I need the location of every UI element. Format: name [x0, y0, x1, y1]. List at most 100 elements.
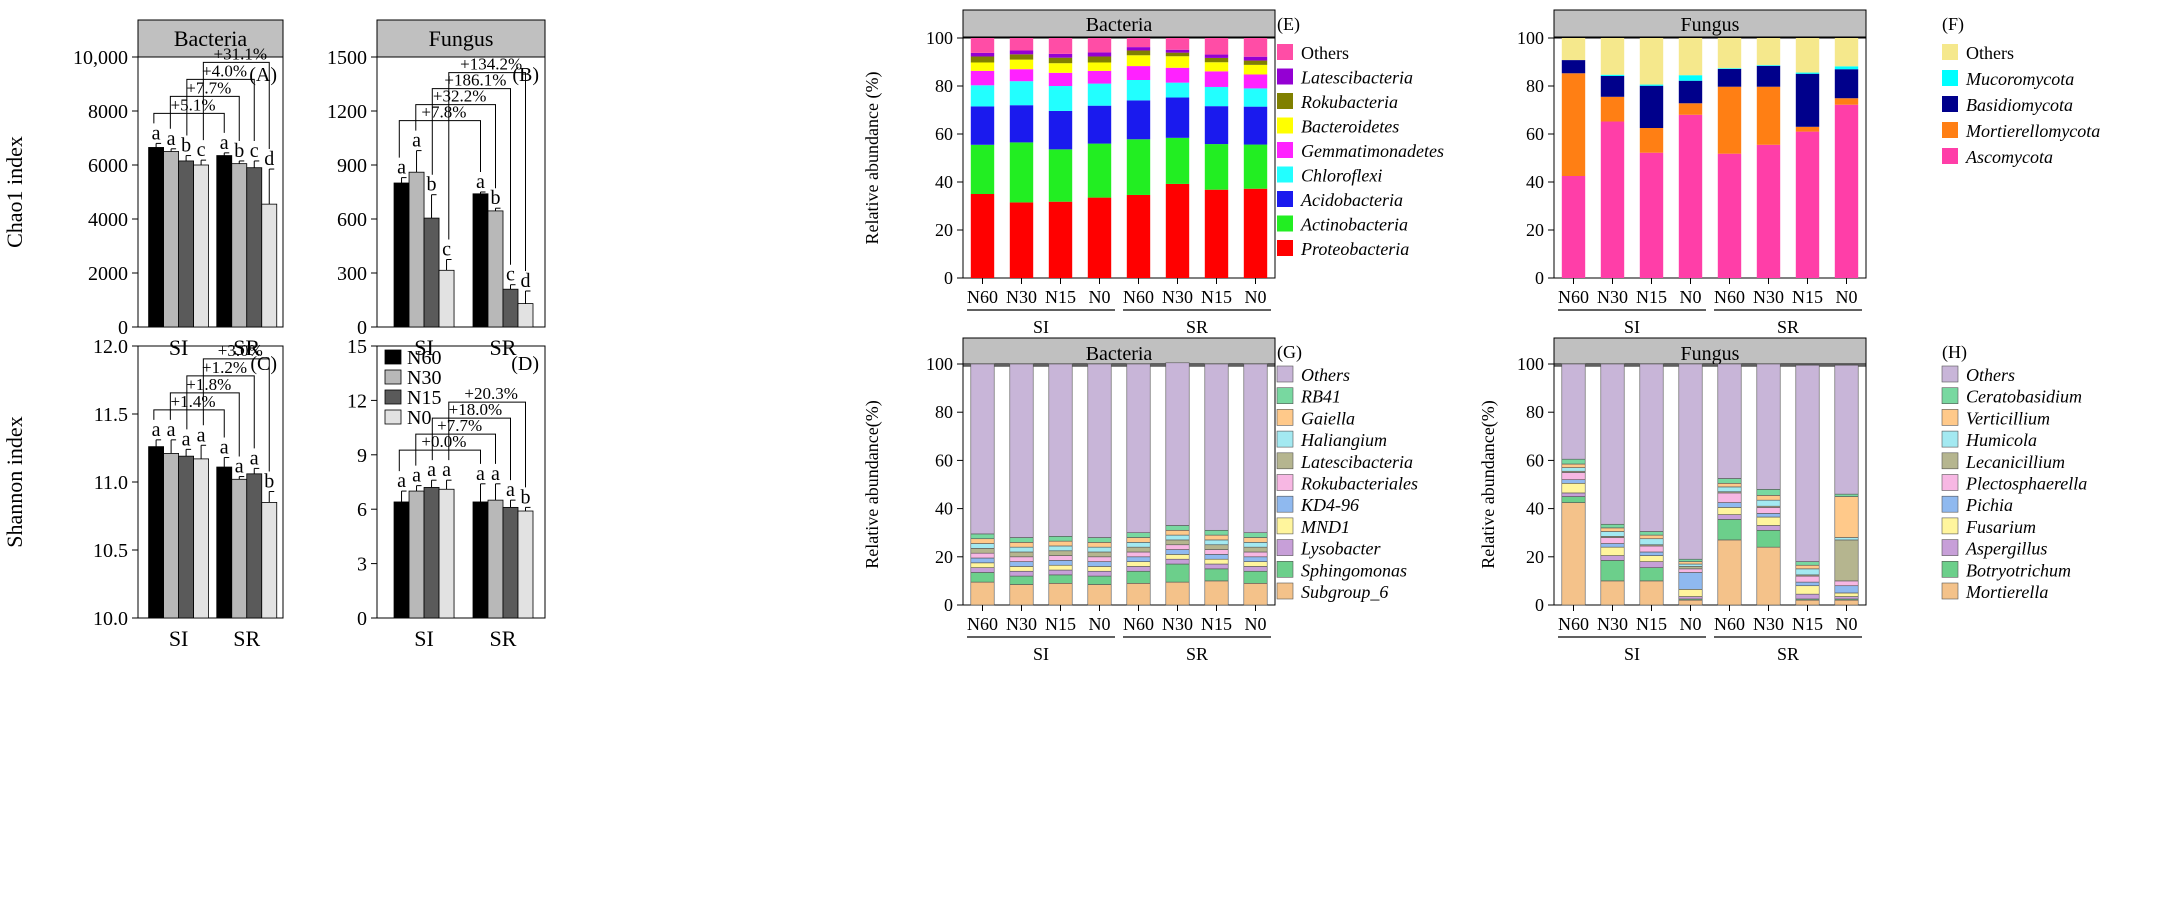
stack-segment-sphingomonas — [1009, 575, 1034, 585]
stack-segment-mortierellomycota — [1756, 86, 1781, 145]
group-label: SI — [169, 335, 189, 360]
significance-letter: a — [167, 419, 176, 441]
significance-letter: a — [250, 447, 259, 469]
stack-segment-mucoromycota — [1717, 68, 1742, 69]
bar-n60-si — [393, 501, 410, 619]
stack-segment-mortierellomycota — [1600, 96, 1625, 122]
bar-n60-si — [148, 147, 165, 328]
stack-segment-others — [1717, 363, 1742, 479]
significance-letter: a — [442, 459, 451, 481]
stack-segment-haliangium — [1009, 546, 1034, 553]
bar-n30-si — [408, 171, 425, 328]
comparison-label: +4.0% — [202, 61, 247, 80]
stack-segment-verticillium — [1639, 534, 1664, 540]
stack-segment-gaiella — [1087, 542, 1112, 548]
stack-segment-basidiomycota — [1600, 75, 1625, 97]
stack-segment-plectosphaerella — [1717, 492, 1742, 503]
comparison-label: +134.2% — [460, 55, 522, 74]
stack-segment-verticillium — [1717, 482, 1742, 488]
panel-title: Bacteria — [174, 26, 248, 51]
stack-segment-chloroflexi — [1009, 81, 1034, 106]
stack-segment-rb41 — [970, 533, 995, 540]
stack-segment-others — [1561, 363, 1586, 460]
y-tick-label: 6 — [357, 499, 367, 521]
group-label: SR — [233, 626, 260, 651]
comparison-bracket — [431, 417, 511, 481]
stack-segment-verticillium — [1795, 564, 1820, 570]
stack-segment-latescibacteria — [970, 548, 995, 554]
y-tick-label: 100 — [1517, 354, 1544, 374]
stack-segment-rokubacteria — [1243, 60, 1268, 65]
stack-segment-fusarium — [1678, 589, 1703, 597]
stack-segment-others — [1165, 362, 1190, 526]
stack-segment-actinobacteria — [1126, 139, 1151, 195]
legend-label: Basidiomycota — [1966, 95, 2073, 115]
legend-swatch — [1277, 142, 1293, 158]
stack-segment-others — [1087, 363, 1112, 538]
significance-letter: a — [397, 157, 406, 179]
stack-segment-others — [1165, 38, 1190, 50]
y-tick-label: 900 — [337, 155, 367, 177]
plot-frame — [962, 363, 1276, 606]
bar-n0-si — [438, 269, 455, 328]
stack-segment-pichia — [1678, 572, 1703, 590]
panel-label: (F) — [1942, 14, 1964, 35]
comparison-label: +5.1% — [171, 95, 216, 114]
comparison-label: +1.2% — [202, 358, 247, 377]
stack-segment-lysobacter — [1165, 558, 1190, 565]
legend-swatch — [1276, 365, 1294, 383]
x-tick-label: N30 — [1753, 614, 1784, 634]
legend-label: Actinobacteria — [1300, 215, 1408, 235]
stack-segment-chloroflexi — [1243, 88, 1268, 107]
stack-segment-gemmatimonadetes — [1087, 70, 1112, 84]
bar-n30-si — [408, 490, 425, 619]
stack-segment-gaiella — [1009, 542, 1034, 548]
stack-segment-ascomycota — [1561, 176, 1586, 278]
comparison-label: +31.1% — [214, 44, 268, 63]
legend-swatch — [1277, 191, 1293, 207]
legend-label: Sphingomonas — [1301, 560, 1407, 580]
stack-segment-botryotrichum — [1561, 496, 1586, 503]
stack-segment-ascomycota — [1717, 153, 1742, 278]
stack-segment-haliangium — [1165, 534, 1190, 541]
stack-segment-kd4-96 — [1243, 556, 1268, 562]
stack-segment-gemmatimonadetes — [1048, 72, 1073, 86]
stack-segment-subgroup-6 — [1165, 581, 1190, 606]
comparison-bracket — [153, 409, 225, 438]
y-tick-label: 100 — [926, 354, 953, 374]
x-tick-label: N0 — [1089, 287, 1111, 307]
legend-swatch — [1942, 122, 1958, 138]
group-label: SR — [233, 335, 260, 360]
y-tick-label: 40 — [935, 499, 953, 519]
stack-segment-humicola — [1639, 538, 1664, 546]
x-tick-label: N15 — [1792, 287, 1823, 307]
panel-f: Fungus 0 20 40 60 80 100 N60 N30 N15 N0 N60 N30 N15 N0… — [1517, 9, 2100, 337]
stack-segment-mucoromycota — [1678, 75, 1703, 81]
legend-swatch — [1941, 430, 1959, 448]
group-label: SI — [1033, 644, 1049, 664]
y-axis-label: Chao1 index — [2, 136, 27, 248]
stack-segment-mortierella — [1756, 546, 1781, 606]
group-label: SR — [1186, 317, 1208, 337]
stack-segment-verticillium — [1561, 463, 1586, 468]
x-tick-label: N15 — [1792, 614, 1823, 634]
stack-segment-gemmatimonadetes — [1243, 74, 1268, 89]
stack-segment-lysobacter — [1087, 570, 1112, 577]
stack-segment-rokubacteria — [1204, 57, 1229, 63]
bar-n60-si — [148, 446, 165, 619]
x-tick-label: N60 — [1123, 614, 1154, 634]
stack-segment-humicola — [1756, 499, 1781, 507]
stack-segment-rokubacteria — [1126, 50, 1151, 56]
legend-label: Others — [1301, 43, 1349, 63]
x-tick-label: N30 — [1006, 614, 1037, 634]
stack-segment-haliangium — [1087, 546, 1112, 553]
comparison-bracket — [398, 449, 481, 472]
stack-segment-haliangium — [1243, 542, 1268, 548]
stack-segment-mnd1 — [1009, 566, 1034, 572]
stack-segment-pichia — [1600, 543, 1625, 548]
stack-segment-mortierellomycota — [1717, 86, 1742, 154]
stack-segment-lysobacter — [970, 567, 995, 573]
legend-label: Plectosphaerella — [1965, 474, 2087, 494]
stack-segment-mnd1 — [1204, 558, 1229, 565]
stack-segment-others — [1756, 38, 1781, 66]
